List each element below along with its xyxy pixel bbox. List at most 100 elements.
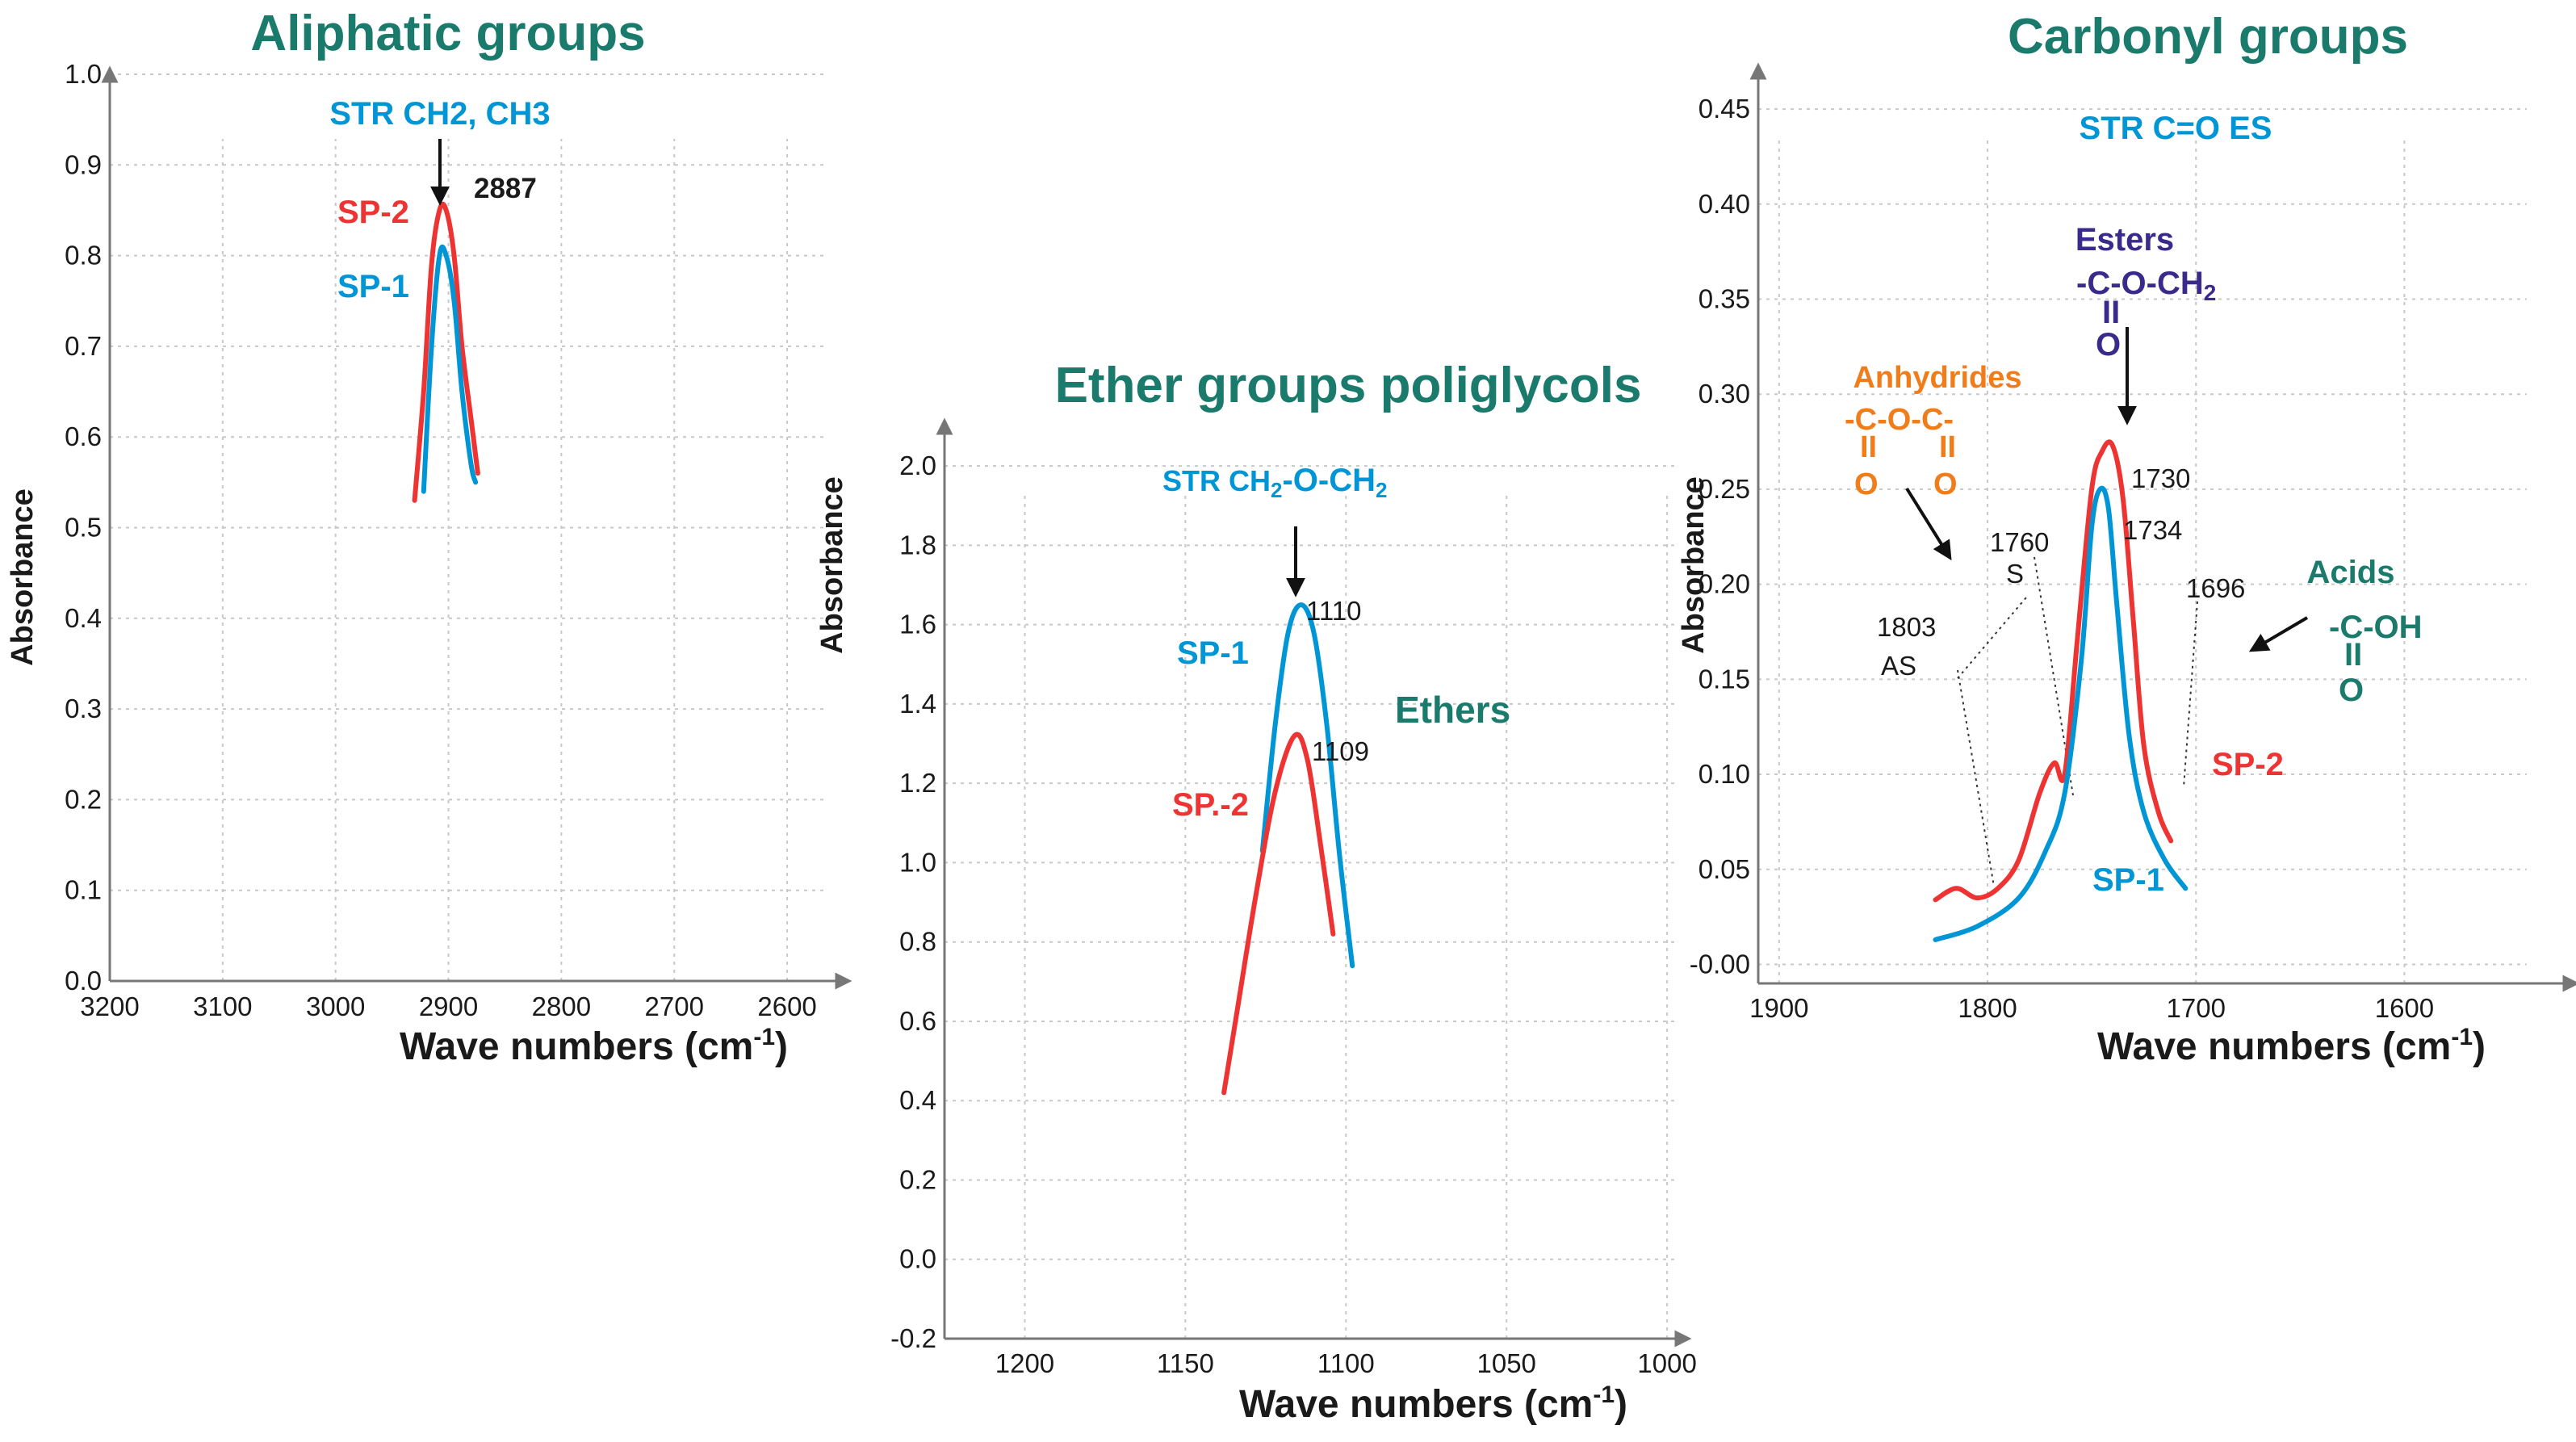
grid-aliphatic: [109, 73, 823, 982]
y-tick-label: 0.10: [1698, 759, 1750, 789]
y-tick-label: 0.20: [1698, 569, 1750, 599]
arrow-acids: [2248, 616, 2309, 652]
series-line-aliphatic-sp1: [421, 244, 479, 494]
ylabel-ether: Absorbance: [815, 476, 849, 654]
leader-1803: [1957, 669, 1995, 887]
annotation-peak-1110: 1110: [1306, 596, 1362, 626]
x-tick-label: 1200: [995, 1348, 1054, 1378]
label-ether-sp1: SP-1: [1177, 635, 1249, 671]
y-tick-label: 0.6: [899, 1006, 936, 1036]
y-tick-label: 0.45: [1698, 94, 1750, 124]
annotation-peak-1734: 1734: [2123, 515, 2182, 545]
panel-aliphatic: 0.0 0.1 0.2 0.3 0.4 0.5 0.6 0.7 0.8 0.9 1.0 3200 31…: [6, 6, 852, 1068]
x-tick-label: 1050: [1476, 1348, 1535, 1378]
y-ticks-aliphatic: 0.0 0.1 0.2 0.3 0.4 0.5 0.6 0.7 0.8 0.9 1.0: [65, 59, 102, 996]
y-tick-label: 0.5: [65, 513, 102, 543]
acids-oxygen: O: [2339, 673, 2364, 708]
xlabel-text: Wave numbers (cm: [400, 1025, 753, 1068]
annotation-ethers: Ethers: [1395, 689, 1510, 731]
x-tick-label: 1000: [1637, 1348, 1696, 1378]
y-tick-label: 0.8: [65, 241, 102, 270]
panel-carbonyl: -0.00 0.05 0.10 0.15 0.20 0.25 0.30 0.35 0.40 0.4…: [1677, 9, 2576, 1068]
anhydrides-formula: -C-O-C-: [1845, 403, 1954, 437]
label-aliphatic-sp1: SP-1: [337, 269, 409, 304]
x-tick-label: 3000: [306, 991, 365, 1021]
xlabel-close: ): [775, 1025, 788, 1068]
x-tick-label: 3200: [80, 991, 139, 1021]
ether-group-text: -O-CH: [1282, 463, 1376, 498]
acids-double-bond: II: [2344, 637, 2362, 673]
y-tick-label: 2.0: [899, 451, 936, 480]
annotation-peak-1760: 1760: [1990, 527, 2049, 557]
annotation-acids: Acids -C-OH II O: [2248, 555, 2423, 708]
y-tick-label: -0.2: [890, 1323, 936, 1353]
y-tick-label: 0.05: [1698, 854, 1750, 884]
anhydrides-name: Anhydrides: [1853, 361, 2021, 395]
annotation-peak-1730: 1730: [2131, 463, 2190, 493]
annotation-peak-2887: 2887: [474, 173, 537, 204]
x-tick-label: 2900: [419, 991, 478, 1021]
xlabel-sup: -1: [753, 1024, 775, 1050]
leader-1696: [2183, 601, 2198, 788]
annotation-peak-1696: 1696: [2186, 573, 2245, 603]
annotation-s: S: [2006, 559, 2024, 589]
subtitle-str-co-es: STR C=O ES: [2080, 111, 2272, 146]
x-ticks-ether: 1200 1150 1100 1050 1000: [995, 1348, 1697, 1378]
x-tick-label: 1100: [1317, 1348, 1375, 1378]
label-ether-sp2: SP.-2: [1172, 787, 1249, 823]
x-tick-label: 1800: [1958, 993, 2017, 1023]
x-tick-label: 2800: [532, 991, 591, 1021]
esters-formula-sub: 2: [2204, 280, 2217, 305]
annotation-peak-1109: 1109: [1312, 736, 1369, 766]
acids-formula: -C-OH: [2329, 610, 2423, 645]
y-tick-label: 0.0: [65, 966, 102, 996]
y-tick-label: 0.40: [1698, 189, 1750, 219]
x-ticks-carbonyl: 1900 1800 1700 1600: [1749, 993, 2434, 1023]
y-tick-label: 1.2: [899, 768, 936, 798]
xlabel-ether: Wave numbers (cm-1): [1239, 1381, 1627, 1426]
title-ether: Ether groups poliglycols: [1055, 358, 1642, 413]
esters-formula: -C-O-CH2: [2076, 266, 2216, 305]
y-tick-label: 1.8: [899, 530, 936, 560]
series-line-aliphatic-sp2: [412, 201, 480, 503]
x-tick-label: 1900: [1749, 993, 1808, 1023]
x-tick-label: 1150: [1157, 1348, 1214, 1378]
label-carbonyl-sp2: SP-2: [2212, 747, 2284, 782]
title-carbonyl: Carbonyl groups: [2008, 9, 2408, 65]
x-tick-label: 1600: [2375, 993, 2434, 1023]
y-tick-label: 1.4: [899, 689, 936, 719]
y-tick-label: -0.00: [1690, 949, 1750, 979]
series-line-ether-sp1: [1259, 602, 1355, 969]
anhydrides-double-bond-1: II: [1860, 430, 1877, 464]
panel-ether: -0.2 0.0 0.2 0.4 0.6 0.8 1.0 1.2 1.4 1.6 1.8 2.0 12…: [815, 358, 1697, 1426]
label-carbonyl-sp1: SP-1: [2092, 862, 2164, 898]
series-line-carbonyl-sp2: [1933, 439, 2174, 903]
xlabel-text: Wave numbers (cm: [1239, 1383, 1593, 1426]
y-tick-label: 0.7: [65, 331, 102, 361]
y-tick-label: 0.30: [1698, 379, 1750, 409]
leader-1803-s: [1957, 597, 2027, 679]
esters-double-bond: II: [2102, 295, 2120, 330]
y-tick-label: 1.0: [65, 59, 102, 89]
xlabel-close: ): [2473, 1025, 2486, 1068]
y-tick-label: 1.0: [899, 847, 936, 877]
y-tick-label: 0.2: [899, 1164, 936, 1194]
xlabel-close: ): [1615, 1383, 1627, 1426]
y-tick-label: 0.4: [899, 1085, 936, 1115]
y-tick-label: 0.1: [65, 875, 102, 905]
anhydrides-oxygen-1: O: [1854, 467, 1879, 501]
label-aliphatic-sp2: SP-2: [337, 195, 409, 230]
y-tick-label: 0.8: [899, 927, 936, 957]
annotation-esters: Esters -C-O-CH2 II O: [2075, 222, 2216, 425]
arrow-anhydrides: [1905, 487, 1952, 561]
esters-oxygen: O: [2096, 327, 2121, 363]
anhydrides-oxygen-2: O: [1933, 467, 1958, 501]
ether-group-text: STR CH: [1162, 464, 1271, 497]
ether-group-sub: 2: [1376, 478, 1387, 502]
y-tick-label: 0.9: [65, 149, 102, 179]
annotation-str-ch2-o-ch2: STR CH2-O-CH2: [1162, 463, 1387, 502]
title-aliphatic: Aliphatic groups: [250, 6, 645, 61]
y-tick-label: 0.2: [65, 784, 102, 814]
